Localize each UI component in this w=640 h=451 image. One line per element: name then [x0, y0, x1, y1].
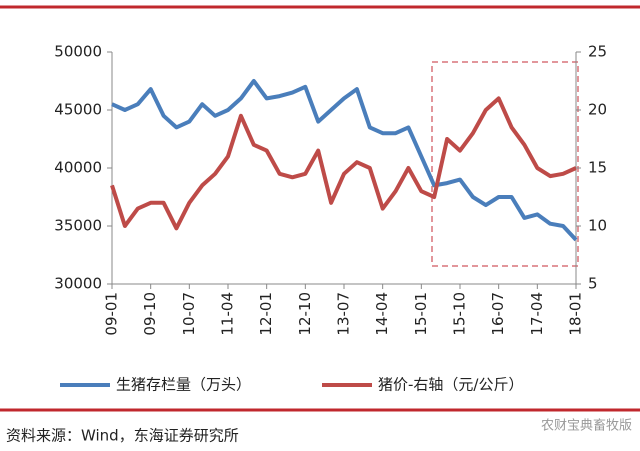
y-tick-label: 50000	[54, 43, 102, 61]
x-tick-label: 12-01	[257, 292, 275, 336]
legend-label: 生猪存栏量（万头）	[116, 376, 251, 394]
source: 资料来源：Wind，东海证券研究所	[6, 427, 239, 445]
y-tick-label: 40000	[54, 159, 102, 177]
y2-tick-label: 20	[588, 101, 607, 119]
x-tick-label: 18-01	[567, 292, 585, 336]
watermark: 农财宝典畜牧版	[541, 418, 632, 434]
series-line	[110, 96, 577, 231]
series-line	[111, 79, 578, 242]
x-tick-label: 10-07	[180, 292, 198, 336]
y-tick-label: 30000	[54, 275, 102, 293]
y-tick-label: 45000	[54, 101, 102, 119]
x-tick-label: 13-07	[335, 292, 353, 336]
x-tick-label: 17-04	[528, 292, 546, 336]
y2-tick-label: 25	[588, 43, 607, 61]
x-tick-label: 11-04	[219, 292, 237, 336]
y2-tick-label: 5	[588, 275, 598, 293]
legend-label: 猪价-右轴（元/公斤）	[378, 376, 523, 394]
x-tick-label: 09-10	[141, 292, 159, 336]
y-tick-label: 35000	[54, 217, 102, 235]
x-tick-label: 12-10	[296, 292, 314, 336]
x-tick-label: 16-07	[489, 292, 507, 336]
y2-tick-label: 10	[588, 217, 607, 235]
x-tick-label: 15-10	[451, 292, 469, 336]
x-tick-label: 14-04	[373, 292, 391, 336]
x-tick-label: 09-01	[103, 292, 121, 336]
x-tick-label: 15-01	[412, 292, 430, 336]
highlight-box	[431, 61, 579, 267]
y2-tick-label: 15	[588, 159, 607, 177]
